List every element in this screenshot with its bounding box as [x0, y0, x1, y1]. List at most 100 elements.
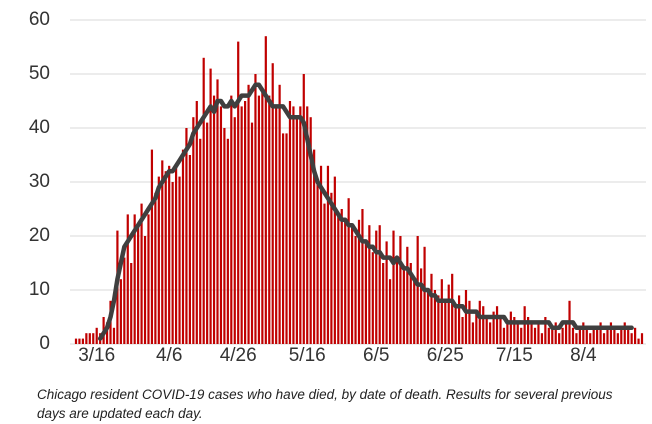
bar: [420, 268, 423, 344]
bar: [533, 327, 537, 344]
bar: [523, 306, 526, 344]
bar: [406, 246, 409, 344]
bar: [323, 203, 326, 344]
bar: [350, 225, 354, 344]
bar: [399, 236, 402, 344]
bar: [464, 290, 468, 344]
bar: [168, 165, 171, 344]
bar: [385, 241, 388, 344]
bar: [502, 327, 506, 344]
x-tick-label: 7/15: [496, 345, 533, 366]
x-tick-label: 6/5: [363, 345, 389, 366]
bar: [74, 338, 78, 344]
bar: [602, 333, 606, 344]
bar: [147, 214, 150, 344]
bar: [620, 327, 623, 344]
bar: [174, 165, 178, 344]
bar: [130, 263, 133, 344]
bar: [426, 290, 430, 344]
bar: [85, 333, 88, 344]
bar: [288, 101, 292, 344]
y-tick-label: 50: [29, 63, 50, 84]
bar: [137, 225, 140, 344]
bar: [509, 311, 512, 344]
bar: [444, 300, 447, 344]
bar: [433, 290, 437, 344]
bar: [461, 317, 464, 344]
bar: [302, 74, 305, 344]
bar: [105, 322, 109, 344]
bar: [516, 322, 519, 344]
bar: [451, 273, 454, 344]
y-tick-label: 0: [39, 333, 50, 354]
bar: [609, 322, 613, 344]
bar: [578, 327, 581, 344]
bar: [333, 176, 336, 344]
bar: [247, 84, 250, 345]
bar: [564, 322, 568, 344]
bar: [268, 95, 271, 344]
bar: [471, 322, 474, 344]
x-tick-label: 4/6: [156, 345, 182, 366]
bar: [440, 279, 443, 344]
x-tick-label: 6/25: [427, 345, 464, 366]
bar: [492, 311, 495, 344]
bar: [209, 68, 212, 344]
bar: [216, 79, 219, 345]
bar: [354, 236, 357, 344]
bar: [178, 176, 181, 344]
bar: [547, 327, 550, 344]
bar: [430, 273, 433, 344]
bar: [157, 176, 160, 344]
bar: [226, 138, 229, 344]
bar: [447, 284, 450, 344]
bar: [264, 36, 267, 344]
average-line: [97, 82, 634, 341]
bar: [233, 117, 236, 344]
bar: [571, 327, 575, 344]
bar: [520, 327, 523, 344]
bar: [554, 322, 557, 344]
bar: [582, 322, 585, 344]
bar: [627, 327, 630, 344]
bar: [143, 236, 147, 344]
bar: [416, 236, 419, 344]
y-tick-label: 10: [29, 279, 50, 300]
bar: [537, 322, 540, 344]
x-tick-label: 5/16: [289, 345, 326, 366]
bar: [230, 95, 233, 344]
bar: [371, 252, 374, 344]
bar: [257, 95, 261, 344]
bar: [119, 279, 122, 344]
bar: [92, 333, 95, 344]
bar: [285, 133, 288, 344]
chart: 0 10 20 30 40 50 60 3/16 4/6 4/26 5/16 6/5 6/25 7/15 8…: [29, 9, 646, 366]
bar: [506, 322, 509, 344]
bar: [154, 192, 157, 344]
bar: [188, 155, 191, 344]
bar: [244, 101, 247, 344]
bar: [299, 106, 302, 345]
bar: [623, 322, 626, 344]
bar: [95, 327, 98, 344]
bar: [275, 106, 278, 345]
bar: [437, 295, 440, 344]
bar: [250, 122, 254, 344]
bar: [237, 41, 240, 344]
bar: [482, 306, 485, 344]
bar: [561, 327, 564, 344]
bar: [330, 192, 333, 344]
bar: [112, 327, 116, 344]
y-tick-label: 30: [29, 171, 50, 192]
bar: [223, 128, 226, 344]
bar: [368, 225, 371, 344]
bar: [485, 317, 488, 344]
bar: [192, 117, 195, 344]
bar: [347, 198, 350, 344]
y-tick-label: 40: [29, 117, 50, 138]
bar: [637, 338, 640, 344]
bar: [309, 117, 312, 344]
bar: [495, 306, 499, 344]
bar: [382, 263, 385, 344]
bar: [133, 214, 136, 344]
